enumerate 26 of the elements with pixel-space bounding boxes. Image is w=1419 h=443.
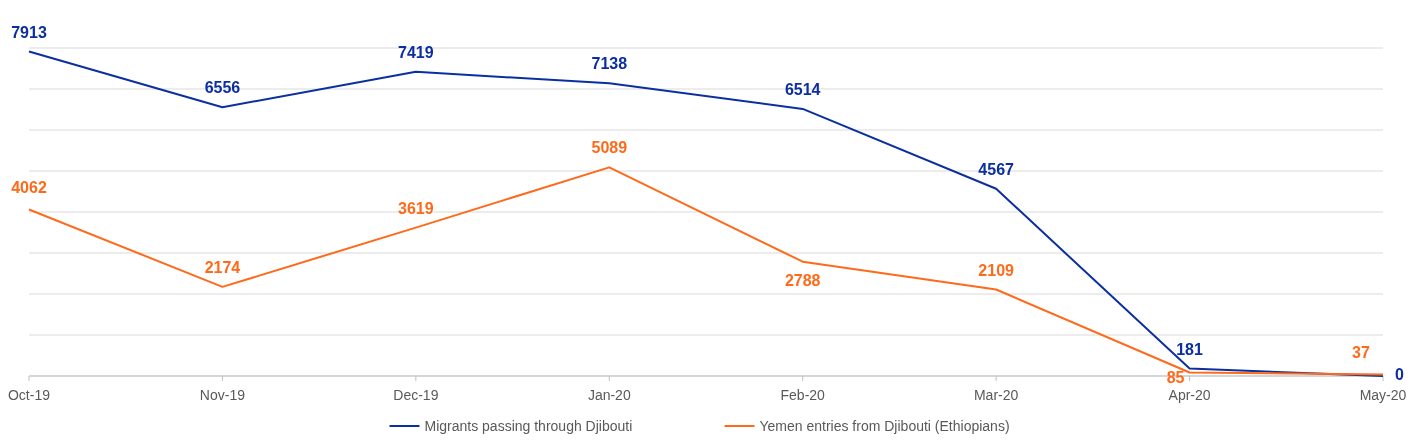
data-label: 2788 xyxy=(784,271,821,289)
data-label: 85 xyxy=(1166,368,1185,386)
data-label: 7138 xyxy=(591,55,628,73)
x-tick-label: Mar-20 xyxy=(973,387,1019,403)
x-tick-label: Oct-19 xyxy=(7,387,51,403)
x-tick-label: Apr-20 xyxy=(1168,387,1211,403)
x-tick-label: Jan-20 xyxy=(587,387,631,403)
data-label: 3619 xyxy=(398,199,434,217)
x-tick-label: Nov-19 xyxy=(199,387,246,403)
legend-label: Migrants passing through Djibouti xyxy=(424,418,633,434)
data-label: 2109 xyxy=(978,261,1015,279)
data-label: 5089 xyxy=(591,139,628,157)
x-tick-label: Feb-20 xyxy=(780,387,826,403)
x-tick-label: May-20 xyxy=(1359,387,1407,403)
x-tick-label: Dec-19 xyxy=(393,387,439,403)
data-label: 0 xyxy=(1395,366,1404,383)
data-label: 181 xyxy=(1176,340,1204,358)
data-label: 4567 xyxy=(978,160,1015,178)
data-label: 2174 xyxy=(204,258,241,276)
legend-label: Yemen entries from Djibouti (Ethiopians) xyxy=(759,418,1010,434)
data-label: 7419 xyxy=(398,43,434,61)
data-label: 6514 xyxy=(784,80,821,98)
data-label: 7913 xyxy=(11,23,47,41)
data-label: 6556 xyxy=(204,79,241,97)
data-label: 37 xyxy=(1352,344,1370,362)
data-label: 4062 xyxy=(11,179,47,197)
